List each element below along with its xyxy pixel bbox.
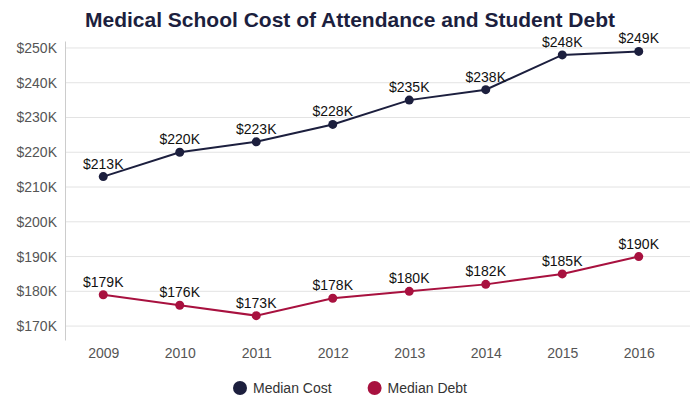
y-tick-label: $230K <box>17 109 58 125</box>
y-tick: $190K <box>17 249 65 265</box>
data-label: $213K <box>83 156 124 172</box>
series-point <box>175 148 184 157</box>
series-point <box>481 85 490 94</box>
data-labels: $213K $220K $223K $228K $235K $238K $248K $249K… <box>83 30 660 310</box>
grid-line <box>65 256 690 257</box>
y-tick-label: $220K <box>17 144 58 160</box>
data-label: $235K <box>389 79 430 95</box>
x-tick: 2013 <box>394 345 425 361</box>
series-point <box>175 301 184 310</box>
x-tick-label: 2015 <box>547 345 578 361</box>
data-label: $248K <box>542 34 583 50</box>
legend-item: Median Debt <box>368 380 467 396</box>
grid-line <box>65 117 690 118</box>
x-tick: 2016 <box>624 345 655 361</box>
series-point <box>634 47 643 56</box>
data-label: $178K <box>313 277 354 293</box>
x-tick: 2009 <box>88 345 119 361</box>
data-label: $223K <box>236 121 277 137</box>
y-tick: $200K <box>17 214 65 230</box>
y-tick-label: $180K <box>17 283 58 299</box>
x-tick-label: 2014 <box>471 345 502 361</box>
series-point <box>99 172 108 181</box>
y-tick-label: $170K <box>17 318 58 334</box>
x-tick: 2015 <box>547 345 578 361</box>
data-label: $182K <box>466 263 507 279</box>
x-tick-label: 2009 <box>88 345 119 361</box>
grid <box>65 48 690 326</box>
grid-line <box>65 152 690 153</box>
data-label: $190K <box>619 236 660 252</box>
legend-marker <box>368 381 382 395</box>
x-tick-label: 2016 <box>624 345 655 361</box>
data-label: $173K <box>236 295 277 311</box>
grid-line <box>65 326 690 327</box>
series-point <box>99 290 108 299</box>
data-label: $179K <box>83 274 124 290</box>
series-point <box>558 50 567 59</box>
chart: Medical School Cost of Attendance and St… <box>0 0 700 406</box>
y-tick: $210K <box>17 179 65 195</box>
y-tick: $230K <box>17 109 65 125</box>
x-tick: 2011 <box>242 345 272 361</box>
x-tick-label: 2011 <box>242 345 272 361</box>
data-label: $185K <box>542 253 583 269</box>
y-tick: $240K <box>17 75 65 91</box>
series-point <box>252 311 261 320</box>
data-label: $176K <box>160 284 201 300</box>
series-point <box>328 120 337 129</box>
series-point <box>252 137 261 146</box>
series-point <box>405 96 414 105</box>
legend-item: Median Cost <box>233 380 332 396</box>
data-label: $228K <box>313 103 354 119</box>
title: Medical School Cost of Attendance and St… <box>85 8 615 31</box>
legend-label: Median Debt <box>388 380 467 396</box>
grid-line <box>65 221 690 222</box>
x-tick: 2010 <box>165 345 196 361</box>
y-tick: $250K <box>17 40 65 56</box>
data-label: $249K <box>619 30 660 46</box>
y-tick-label: $250K <box>17 40 58 56</box>
x-axis: 2009 2010 2011 2012 2013 2014 2015 2016 <box>88 345 655 361</box>
grid-line <box>65 82 690 83</box>
series-point <box>634 252 643 261</box>
data-label: $180K <box>389 270 430 286</box>
x-tick: 2014 <box>471 345 502 361</box>
y-tick: $170K <box>17 318 65 334</box>
y-tick-label: $210K <box>17 179 58 195</box>
series-point <box>481 280 490 289</box>
y-tick-label: $200K <box>17 214 58 230</box>
series-line <box>103 51 639 176</box>
series-point <box>328 294 337 303</box>
y-tick-label: $190K <box>17 249 58 265</box>
y-tick-label: $240K <box>17 75 58 91</box>
x-tick: 2012 <box>318 345 349 361</box>
y-tick: $220K <box>17 144 65 160</box>
x-tick-label: 2012 <box>318 345 349 361</box>
y-axis-line <box>65 42 66 341</box>
x-tick-label: 2010 <box>165 345 196 361</box>
legend: Median Cost Median Debt <box>233 380 467 396</box>
marks <box>99 47 644 320</box>
y-tick: $180K <box>17 283 65 299</box>
legend-marker <box>233 381 247 395</box>
legend-label: Median Cost <box>253 380 332 396</box>
grid-line <box>65 187 690 188</box>
series-point <box>405 287 414 296</box>
series-point <box>558 269 567 278</box>
y-axis: $170K $180K $190K $200K $210K $220K $230K $240K… <box>17 40 66 341</box>
data-label: $238K <box>466 69 507 85</box>
data-label: $220K <box>160 131 201 147</box>
x-tick-label: 2013 <box>394 345 425 361</box>
grid-line <box>65 47 690 48</box>
